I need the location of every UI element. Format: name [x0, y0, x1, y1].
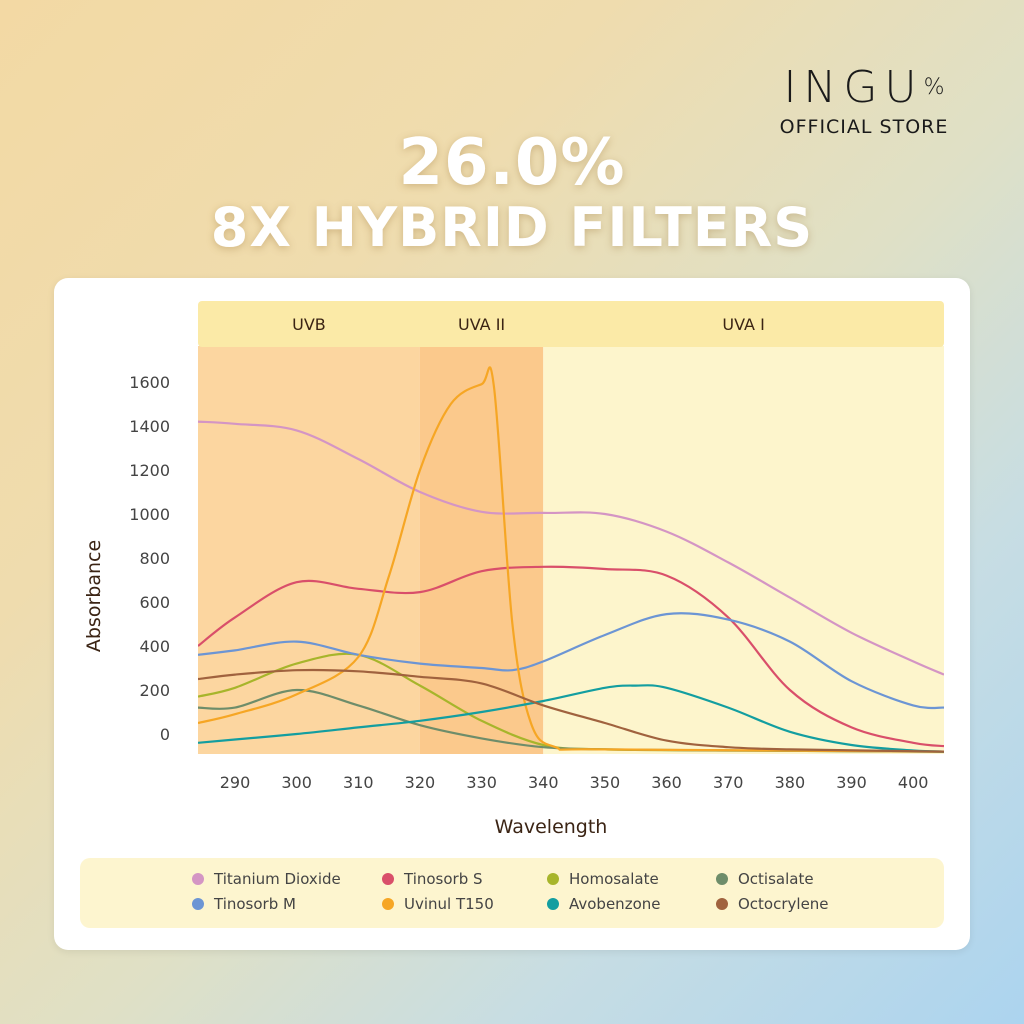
series-line-avobenzone: [198, 684, 944, 753]
y-tick-label: 1400: [129, 417, 170, 436]
x-axis-label: Wavelength: [495, 816, 608, 838]
legend-item: Octocrylene: [716, 895, 829, 913]
x-tick-label: 290: [220, 773, 251, 792]
legend-item: Tinosorb S: [382, 870, 483, 888]
x-tick-label: 300: [281, 773, 312, 792]
legend-label: Tinosorb M: [214, 895, 296, 913]
series-line-titanium-dioxide: [198, 420, 944, 676]
y-tick-label: 400: [139, 637, 170, 656]
y-tick-label: 0: [160, 725, 170, 744]
legend-label: Tinosorb S: [404, 870, 483, 888]
region-header-band: [198, 301, 944, 347]
x-tick-label: 370: [713, 773, 744, 792]
brand-percent-symbol: %: [923, 75, 945, 100]
legend-item: Tinosorb M: [192, 895, 296, 913]
headline-percent: 26.0%: [398, 126, 626, 200]
brand-logo: INGU% OFFICIAL STORE: [774, 62, 954, 139]
legend-dot: [192, 873, 204, 885]
legend-label: Homosalate: [569, 870, 659, 888]
brand-name: INGU%: [783, 62, 945, 113]
x-tick-label: 340: [528, 773, 559, 792]
x-tick-label: 310: [343, 773, 374, 792]
legend-dot: [192, 898, 204, 910]
legend-dot: [382, 898, 394, 910]
x-tick-label: 380: [775, 773, 806, 792]
legend-label: Avobenzone: [569, 895, 661, 913]
chart-legend: Titanium Dioxide Tinosorb S Homosalate Octi…: [80, 858, 944, 928]
x-tick-label: 360: [651, 773, 682, 792]
legend-dot: [547, 898, 559, 910]
region-label: UVA II: [458, 315, 505, 334]
series-line-octocrylene: [198, 668, 944, 753]
legend-label: Titanium Dioxide: [214, 870, 341, 888]
region-band-1: [419, 346, 544, 754]
chart-card: UVB UVA II UVA I 0 200 400 600 800 1000 1200 1400…: [54, 278, 970, 950]
legend-item: Octisalate: [716, 870, 814, 888]
legend-dot: [382, 873, 394, 885]
x-tick-label: 330: [466, 773, 497, 792]
brand-subtitle: OFFICIAL STORE: [779, 116, 949, 138]
region-band-0: [198, 346, 420, 754]
legend-dot: [716, 873, 728, 885]
legend-item: Avobenzone: [547, 895, 660, 913]
region-band-2: [543, 346, 944, 754]
y-tick-label: 1600: [129, 373, 170, 392]
legend-item: Homosalate: [547, 870, 659, 888]
legend-label: Uvinul T150: [404, 895, 494, 913]
legend-dot: [547, 873, 559, 885]
legend-item: Uvinul T150: [382, 895, 494, 913]
legend-dot: [716, 898, 728, 910]
x-tick-label: 320: [405, 773, 436, 792]
y-tick-label: 1000: [129, 505, 170, 524]
region-label: UVB: [292, 315, 326, 334]
legend-label: Octocrylene: [738, 895, 829, 913]
legend-label: Octisalate: [738, 870, 814, 888]
y-tick-label: 200: [139, 681, 170, 700]
headline-subtitle: 8X HYBRID FILTERS: [210, 196, 814, 259]
y-tick-label: 1200: [129, 461, 170, 480]
x-tick-label: 350: [590, 773, 621, 792]
y-tick-label: 600: [139, 593, 170, 612]
region-label: UVA I: [722, 315, 764, 334]
x-tick-label: 400: [898, 773, 929, 792]
legend-item: Titanium Dioxide: [192, 870, 341, 888]
y-axis-label: Absorbance: [83, 540, 105, 652]
series-line-tinosorb-s: [198, 565, 944, 748]
absorbance-chart: UVB UVA II UVA I 0 200 400 600 800 1000 1200 1400…: [83, 301, 944, 838]
y-tick-label: 800: [139, 549, 170, 568]
series-line-uvinul-t150: [198, 366, 944, 753]
series-line-tinosorb-m: [198, 612, 944, 710]
x-tick-label: 390: [836, 773, 867, 792]
